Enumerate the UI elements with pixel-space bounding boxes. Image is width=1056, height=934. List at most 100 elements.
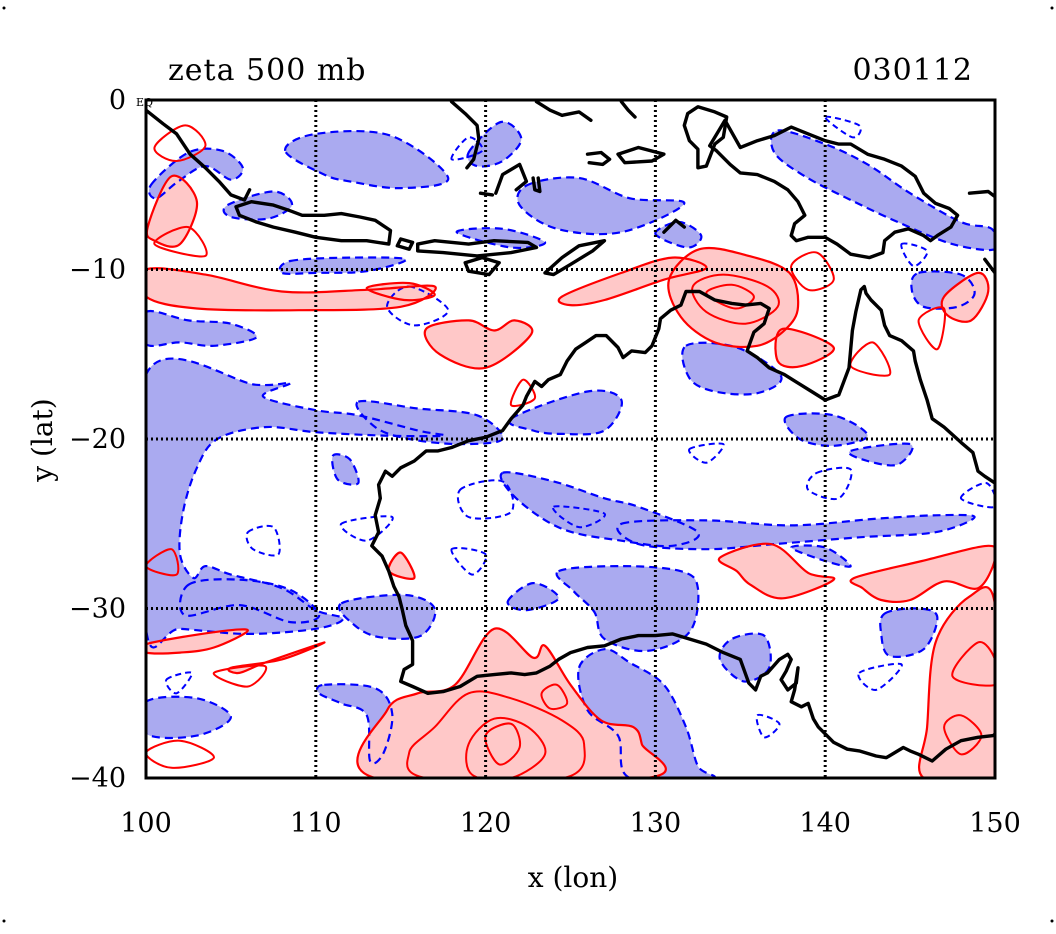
positive-contour-line [918,586,995,778]
positive-contour-line [153,226,208,258]
coastline-layer [146,100,995,763]
negative-vorticity-region [146,358,445,648]
negative-vorticity-region [578,649,715,778]
negative-contour-line [331,453,360,486]
positive-contour-line [849,544,995,604]
negative-contour-line [455,227,547,249]
island-coastline [463,255,501,277]
coastline [478,191,495,197]
negative-contour-line [577,648,716,778]
negative-contour-line [178,578,321,624]
negative-contour-line [339,515,394,542]
negative-vorticity-region [655,221,702,248]
positive-contour-line [212,664,268,688]
positive-contour-line [356,627,667,778]
negative-contour-line [506,582,560,612]
x-tick-label: 120 [460,808,512,839]
corner-mark [2,6,6,10]
negative-vorticity-region [880,608,938,657]
positive-vorticity-region [919,587,995,778]
coastline [967,189,995,199]
positive-contour-line [540,683,569,710]
negative-contour-line [386,285,450,327]
negative-contour-line [222,190,294,221]
negative-contour-line [284,129,450,190]
negative-contour-line [278,256,407,275]
negative-contour-line [824,115,862,139]
island-coastline [616,145,666,165]
positive-contour-line [146,174,199,248]
negative-contour-line [316,683,394,765]
y-axis-label: y (lat) [26,398,59,482]
negative-contour-line [616,513,976,551]
positive-vorticity-region [718,543,835,599]
x-tick-label: 140 [799,808,851,839]
positive-contour-line [667,246,800,349]
coastline [531,176,542,194]
negative-contour-line [769,129,995,252]
island-coastline [708,118,960,260]
y-tick-label: −20 [69,424,126,455]
negative-vorticity-region [508,390,622,435]
positive-contour-line [557,256,708,307]
negative-contour-line [466,120,523,168]
coastline [585,150,612,167]
negative-contour-line [164,671,193,695]
corner-mark [2,919,6,923]
negative-contour-line [555,564,700,653]
positive-vorticity-region [424,320,533,369]
positive-contour-line [153,124,207,163]
negative-vorticity-region [719,633,771,682]
tick-label-layer: 100 110 120 130 140 150 0 −10 −20 −30 −40 [69,85,1021,839]
positive-contour-line [465,716,547,778]
negative-vorticity-region [332,454,359,485]
coastline [534,100,564,117]
coastline [146,108,252,202]
x-tick-label: 110 [290,808,342,839]
positive-vorticity-region [146,268,436,311]
island-coastline [416,239,539,258]
positive-contour-line [227,641,326,675]
negative-contour-line [456,479,515,520]
negative-contour-line [900,242,929,268]
negative-vorticity-region [517,177,685,235]
negative-vorticity-region [285,131,449,189]
negative-contour-line [681,341,783,396]
positive-vorticity-region [357,628,666,778]
island-coastline [395,237,415,251]
negative-contour-line [450,546,488,576]
coastline [449,100,481,170]
positive-contour-line [917,306,946,351]
negative-contour-line [688,442,725,464]
negative-contour-line [960,482,995,509]
positive-contour-line [484,722,522,766]
y-tick-label: −10 [69,255,126,286]
negative-vorticity-region [279,257,407,274]
positive-vorticity-region [941,272,989,322]
positive-vorticity-region [850,545,995,602]
coastline [662,218,686,234]
negative-vorticity-region [223,191,293,220]
positive-contour-line [951,641,995,687]
coastline [983,257,995,275]
corner-mark [1050,919,1054,923]
gridline-layer [146,100,995,778]
x-tick-label: 150 [969,808,1021,839]
negative-vorticity-region [148,148,243,199]
island-coastline [543,239,607,277]
x-axis-label: x (lon) [528,861,618,894]
negative-vorticity-region [179,579,320,623]
negative-vorticity-region [338,594,436,639]
negative-contour-line [450,136,484,161]
coastline [494,162,529,195]
negative-contour-line [552,505,606,529]
negative-vorticity-region [356,400,503,445]
x-tick-label: 130 [630,808,682,839]
x-tick-label: 100 [120,808,172,839]
negative-vorticity-region [467,121,522,167]
negative-contour-line [337,593,437,640]
coastline [619,100,637,119]
positive-contour-line [790,251,835,292]
negative-contour-line [805,466,853,501]
